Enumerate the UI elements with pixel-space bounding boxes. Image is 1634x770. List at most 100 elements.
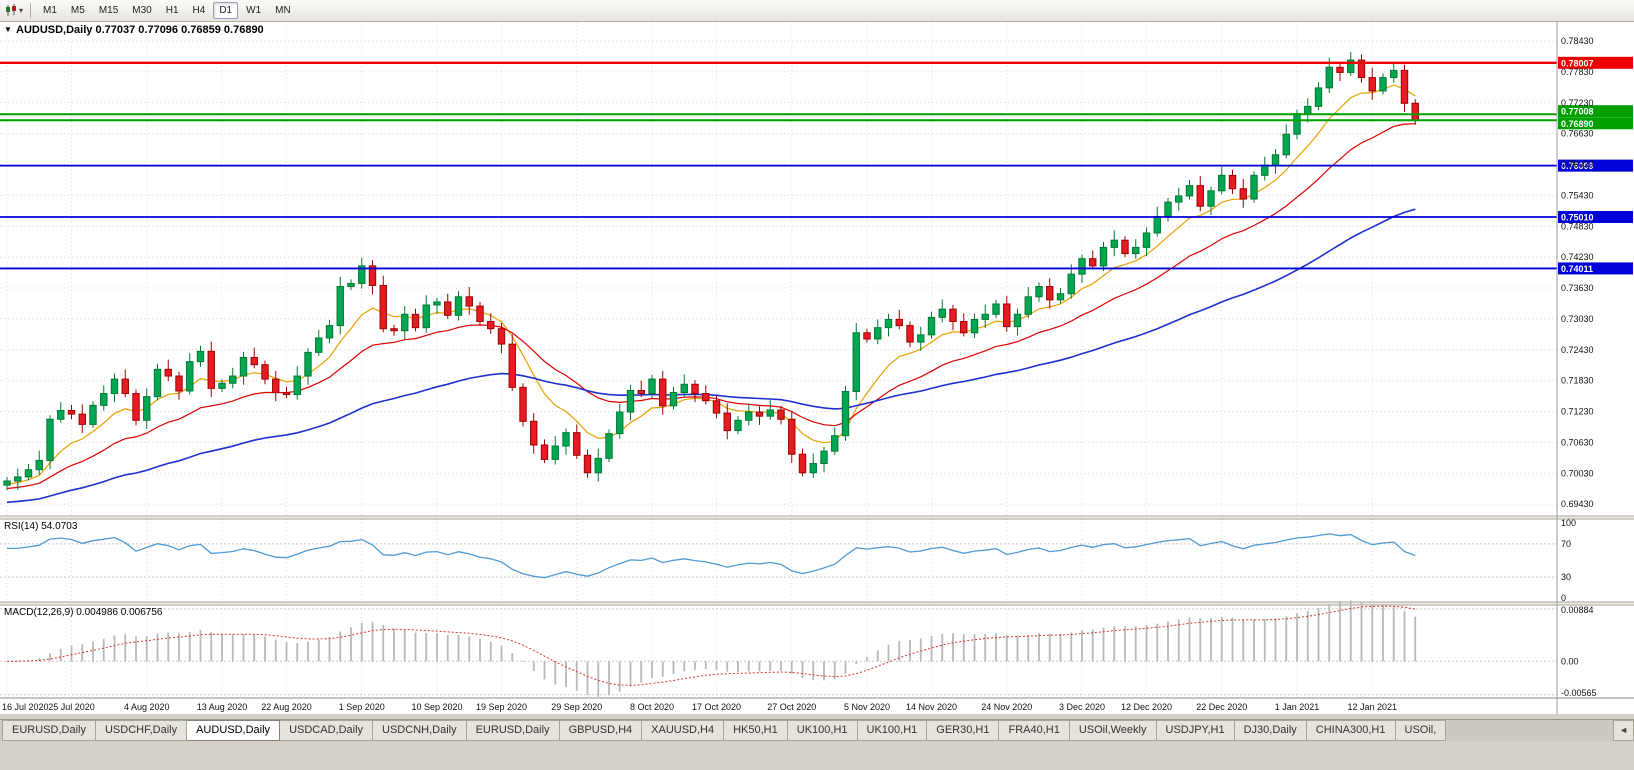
svg-text:25 Jul 2020: 25 Jul 2020: [48, 702, 95, 712]
svg-text:22 Aug 2020: 22 Aug 2020: [261, 702, 312, 712]
svg-text:3 Dec 2020: 3 Dec 2020: [1059, 702, 1105, 712]
candlestick-chart-icon[interactable]: [3, 3, 19, 18]
svg-text:13 Aug 2020: 13 Aug 2020: [197, 702, 248, 712]
svg-text:0.78007: 0.78007: [1561, 58, 1594, 68]
svg-text:0.69430: 0.69430: [1561, 499, 1594, 509]
symbol-tab-14[interactable]: USDJPY,H1: [1156, 720, 1235, 741]
svg-text:0.73030: 0.73030: [1561, 314, 1594, 324]
svg-text:0.71230: 0.71230: [1561, 407, 1594, 417]
symbol-tab-0[interactable]: EURUSD,Daily: [2, 720, 96, 741]
date-axis[interactable]: 16 Jul 2020 25 Jul 2020 4 Aug 2020 13 Aug 2…: [2, 702, 1397, 712]
svg-text:12 Dec 2020: 12 Dec 2020: [1121, 702, 1172, 712]
collapse-chart-button[interactable]: ▼: [4, 25, 12, 34]
svg-text:24 Nov 2020: 24 Nov 2020: [981, 702, 1032, 712]
svg-text:0.78430: 0.78430: [1561, 36, 1594, 46]
symbol-tab-7[interactable]: XAUUSD,H4: [642, 720, 725, 741]
svg-text:22 Dec 2020: 22 Dec 2020: [1196, 702, 1247, 712]
rsi-line: [7, 533, 1416, 579]
symbol-tab-1[interactable]: USDCHF,Daily: [95, 720, 188, 741]
svg-text:0.00: 0.00: [1561, 656, 1579, 666]
svg-text:70: 70: [1561, 539, 1571, 549]
svg-text:12 Jan 2021: 12 Jan 2021: [1347, 702, 1397, 712]
tabbar-spacer: [1446, 720, 1613, 741]
timeframe-button-w1[interactable]: W1: [246, 5, 262, 16]
svg-text:0: 0: [1561, 593, 1566, 603]
symbol-tab-2[interactable]: AUDUSD,Daily: [187, 720, 281, 741]
svg-text:29 Sep 2020: 29 Sep 2020: [551, 702, 602, 712]
symbol-tab-bar: EURUSD,Daily USDCHF,Daily AUDUSD,Daily USDC…: [0, 719, 1634, 741]
svg-text:8 Oct 2020: 8 Oct 2020: [630, 702, 674, 712]
timeframe-button-m5[interactable]: M5: [70, 5, 85, 16]
rsi-pane: 100 70 30 0: [0, 518, 1576, 603]
chart-svg[interactable]: 0.78007 0.77008 0.76890 0.76009 0.75010 0.740…: [0, 22, 1634, 714]
macd-signal-line: [6, 605, 1416, 686]
timeframe-toolbar: ▾ M1 M5 M15 M30 H1 H4 D1 W1 MN: [0, 0, 1634, 22]
macd-pane: 0.00884 0.00 -0.00565: [0, 600, 1597, 698]
symbol-tab-5[interactable]: EURUSD,Daily: [466, 720, 560, 741]
svg-text:0.76009: 0.76009: [1561, 161, 1594, 171]
svg-text:0.74830: 0.74830: [1561, 221, 1594, 231]
symbol-tab-16[interactable]: CHINA300,H1: [1306, 720, 1396, 741]
svg-text:10 Sep 2020: 10 Sep 2020: [411, 702, 462, 712]
svg-text:0.77008: 0.77008: [1561, 107, 1594, 117]
symbol-tab-13[interactable]: USOil,Weekly: [1069, 720, 1157, 741]
svg-text:5 Nov 2020: 5 Nov 2020: [844, 702, 890, 712]
timeframe-button-h1[interactable]: H1: [165, 5, 179, 16]
svg-text:1 Jan 2021: 1 Jan 2021: [1275, 702, 1320, 712]
symbol-tab-6[interactable]: GBPUSD,H4: [559, 720, 643, 741]
symbol-tab-9[interactable]: UK100,H1: [787, 720, 858, 741]
svg-text:0.76630: 0.76630: [1561, 129, 1594, 139]
chevron-down-icon[interactable]: ▾: [19, 6, 24, 15]
svg-text:14 Nov 2020: 14 Nov 2020: [906, 702, 957, 712]
svg-text:100: 100: [1561, 518, 1576, 528]
svg-text:0.00884: 0.00884: [1561, 605, 1594, 615]
svg-text:27 Oct 2020: 27 Oct 2020: [767, 702, 816, 712]
svg-text:0.77830: 0.77830: [1561, 67, 1594, 77]
chart-background: [0, 22, 1634, 714]
svg-text:0.72430: 0.72430: [1561, 345, 1594, 355]
chart-area[interactable]: ▼ AUDUSD,Daily 0.77037 0.77096 0.76859 0…: [0, 22, 1634, 714]
svg-text:4 Aug 2020: 4 Aug 2020: [124, 702, 170, 712]
svg-text:0.76030: 0.76030: [1561, 160, 1594, 170]
svg-text:0.76890: 0.76890: [1561, 119, 1594, 129]
svg-text:17 Oct 2020: 17 Oct 2020: [692, 702, 741, 712]
price-axis[interactable]: 0.78430 0.77830 0.77230 0.76630 0.76030 0.754…: [1556, 22, 1594, 714]
timeframe-button-m1[interactable]: M1: [43, 5, 57, 16]
symbol-tab-3[interactable]: USDCAD,Daily: [280, 720, 374, 741]
price-tag-0.74011: [1558, 262, 1633, 275]
price-tag-0.75010: [1558, 211, 1633, 224]
price-tag-0.77008: [1558, 105, 1633, 118]
toolbar-separator: [30, 3, 32, 18]
symbol-tab-4[interactable]: USDCNH,Daily: [373, 720, 467, 741]
svg-text:0.75010: 0.75010: [1561, 213, 1594, 223]
svg-text:-0.00565: -0.00565: [1561, 688, 1597, 698]
timeframe-button-m15[interactable]: M15: [98, 5, 119, 16]
symbol-tab-11[interactable]: GER30,H1: [927, 720, 1000, 741]
svg-text:0.73630: 0.73630: [1561, 283, 1594, 293]
svg-text:0.74230: 0.74230: [1561, 252, 1594, 262]
timeframe-button-d1[interactable]: D1: [213, 2, 239, 19]
svg-text:1 Sep 2020: 1 Sep 2020: [339, 702, 385, 712]
tab-scroll-left-button[interactable]: ◄: [1613, 720, 1634, 741]
candles: [3, 51, 1419, 491]
ma-slow-line: [6, 208, 1416, 504]
symbol-tab-10[interactable]: UK100,H1: [857, 720, 928, 741]
timeframe-button-m30[interactable]: M30: [132, 5, 152, 16]
symbol-tab-8[interactable]: HK50,H1: [724, 720, 788, 741]
svg-text:0.75430: 0.75430: [1561, 190, 1594, 200]
ma-medium-line: [6, 123, 1416, 490]
symbol-tab-17[interactable]: USOil,: [1395, 720, 1447, 741]
svg-text:0.74011: 0.74011: [1561, 264, 1593, 274]
price-tag-0.76009: [1558, 159, 1633, 172]
horizontal-line-objects[interactable]: 0.78007 0.77008 0.76890 0.76009 0.75010 0.740…: [0, 56, 1633, 275]
svg-text:0.70630: 0.70630: [1561, 437, 1594, 447]
svg-text:19 Sep 2020: 19 Sep 2020: [476, 702, 527, 712]
svg-text:0.71830: 0.71830: [1561, 376, 1594, 386]
svg-text:16 Jul 2020: 16 Jul 2020: [2, 702, 49, 712]
timeframe-button-mn[interactable]: MN: [275, 5, 291, 16]
svg-text:30: 30: [1561, 572, 1571, 582]
symbol-tab-15[interactable]: DJ30,Daily: [1234, 720, 1307, 741]
timeframe-button-h4[interactable]: H4: [192, 5, 206, 16]
svg-text:0.77230: 0.77230: [1561, 98, 1594, 108]
symbol-tab-12[interactable]: FRA40,H1: [999, 720, 1070, 741]
